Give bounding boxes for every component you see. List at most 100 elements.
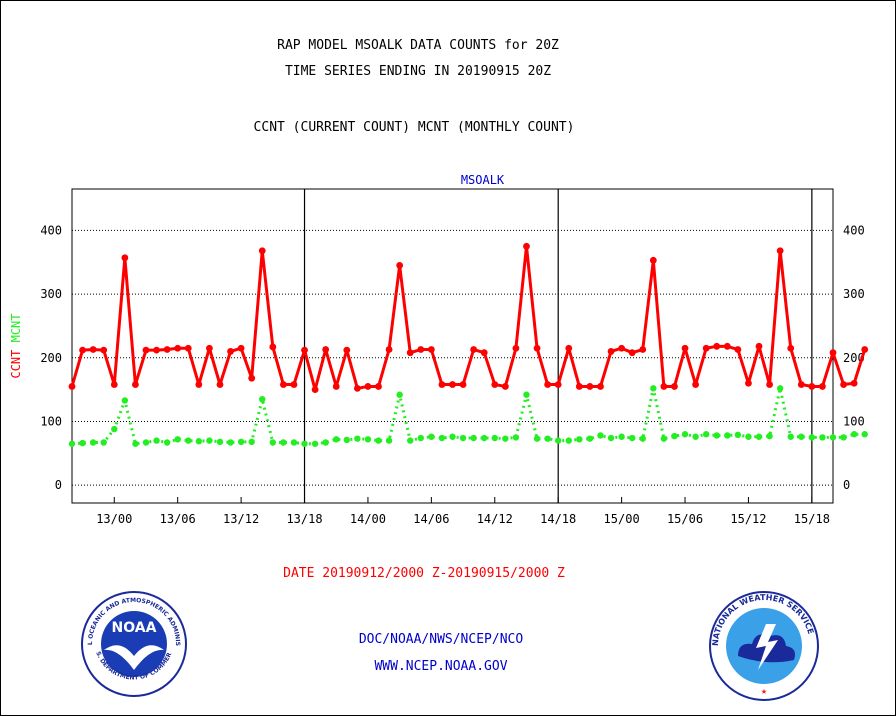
data-point-mcnt [407, 437, 414, 444]
data-point-mcnt [280, 439, 287, 446]
data-point-mcnt [639, 435, 646, 442]
data-point-ccnt [100, 346, 108, 354]
x-tick-label: 13/06 [160, 512, 196, 526]
data-point-mcnt [607, 434, 615, 442]
y-axis-label-ccnt: CCNT [9, 342, 23, 378]
data-point-mcnt [269, 439, 277, 446]
data-point-mcnt [459, 434, 467, 442]
y-tick-label-right: 300 [843, 287, 865, 301]
title-line-2: TIME SERIES ENDING IN 20190915 20Z [284, 64, 552, 79]
data-point-ccnt [628, 349, 636, 357]
data-point-mcnt [755, 433, 763, 440]
data-point-ccnt [618, 344, 626, 352]
data-point-mcnt [840, 434, 847, 441]
data-point-mcnt [68, 440, 76, 447]
data-point-ccnt [301, 346, 308, 354]
series-line-ccnt [70, 244, 867, 392]
data-point-ccnt [861, 346, 869, 353]
y-tick-label-left: 0 [55, 478, 62, 492]
data-point-mcnt [544, 435, 551, 442]
data-point-mcnt [111, 425, 118, 433]
data-point-mcnt [861, 431, 868, 438]
data-point-mcnt [502, 435, 509, 442]
data-point-ccnt [787, 344, 795, 352]
data-point-mcnt [533, 435, 541, 442]
data-point-ccnt [607, 348, 615, 355]
data-point-mcnt [470, 434, 477, 442]
x-tick-label: 14/00 [350, 512, 386, 526]
data-point-ccnt [153, 346, 160, 354]
y-axis-label: CCNT MCNT [9, 313, 23, 378]
data-point-mcnt [618, 433, 625, 440]
data-point-ccnt [68, 383, 76, 390]
x-tick-label: 13/12 [223, 512, 259, 526]
data-point-ccnt [195, 381, 203, 388]
data-point-mcnt [100, 439, 107, 446]
data-point-mcnt [724, 432, 731, 439]
y-tick-label-right: 200 [843, 351, 865, 365]
noaa-bird-icon [104, 645, 164, 670]
data-point-mcnt [248, 438, 255, 446]
data-point-mcnt [333, 436, 340, 443]
data-point-mcnt [576, 436, 583, 443]
data-point-mcnt [375, 437, 382, 444]
data-point-ccnt [353, 384, 361, 392]
data-point-mcnt [132, 440, 139, 447]
data-point-ccnt [713, 342, 721, 350]
y-tick-label-right: 100 [843, 414, 865, 428]
data-point-mcnt [734, 431, 742, 439]
data-point-mcnt [185, 437, 192, 444]
data-point-ccnt [512, 344, 520, 352]
data-point-mcnt [798, 433, 805, 440]
data-point-mcnt [428, 433, 435, 440]
data-point-mcnt [660, 435, 668, 442]
data-point-ccnt [311, 386, 319, 394]
data-point-ccnt [142, 346, 150, 354]
data-point-ccnt [734, 346, 742, 353]
plot-frame [71, 188, 834, 504]
data-point-mcnt [512, 434, 520, 441]
data-point-ccnt [692, 381, 699, 388]
data-point-ccnt [248, 374, 256, 382]
data-point-ccnt [829, 349, 837, 357]
data-point-mcnt [153, 437, 160, 444]
data-point-ccnt [332, 383, 340, 390]
data-point-ccnt [89, 346, 97, 353]
footer-url: WWW.NCEP.NOAA.GOV [374, 659, 508, 674]
data-point-mcnt [819, 434, 826, 441]
data-point-ccnt [216, 381, 224, 388]
data-point-ccnt [554, 381, 562, 388]
data-point-mcnt [79, 439, 86, 447]
data-point-ccnt [575, 383, 583, 390]
data-point-mcnt [174, 436, 181, 443]
data-point-ccnt [565, 344, 573, 352]
noaa-logo-text: NOAA [112, 620, 157, 636]
data-point-mcnt [121, 397, 129, 404]
data-point-ccnt [364, 383, 372, 390]
x-tick-label: 14/12 [477, 512, 513, 526]
data-point-mcnt [396, 391, 403, 398]
data-point-ccnt [491, 381, 499, 388]
data-point-ccnt [375, 383, 382, 390]
x-tick-label: 14/18 [540, 512, 576, 526]
y-tick-label-left: 300 [40, 287, 62, 301]
data-point-ccnt [459, 381, 467, 388]
nws-lightning-icon [756, 624, 778, 670]
title-line-1: RAP MODEL MSOALK DATA COUNTS for 20Z [277, 38, 559, 53]
data-point-ccnt [681, 344, 689, 352]
title-line-3: CCNT (CURRENT COUNT) MCNT (MONTHLY COUNT… [253, 120, 575, 135]
data-point-ccnt [385, 346, 393, 353]
chart: MSOALK 0 0 100 100 200 200 300 300 400 400 13/00 13/… [9, 173, 869, 526]
data-point-mcnt [597, 432, 604, 439]
data-point-ccnt [702, 344, 710, 352]
y-tick-label-right: 400 [843, 223, 865, 237]
data-point-ccnt [597, 383, 604, 390]
data-point-mcnt [671, 432, 678, 440]
x-tick-label: 14/06 [413, 512, 449, 526]
data-point-mcnt [206, 437, 213, 444]
data-point-ccnt [237, 344, 245, 352]
data-point-mcnt [311, 440, 319, 447]
data-point-ccnt [449, 381, 456, 388]
data-point-ccnt [343, 346, 351, 354]
x-tick-label: 15/06 [667, 512, 703, 526]
